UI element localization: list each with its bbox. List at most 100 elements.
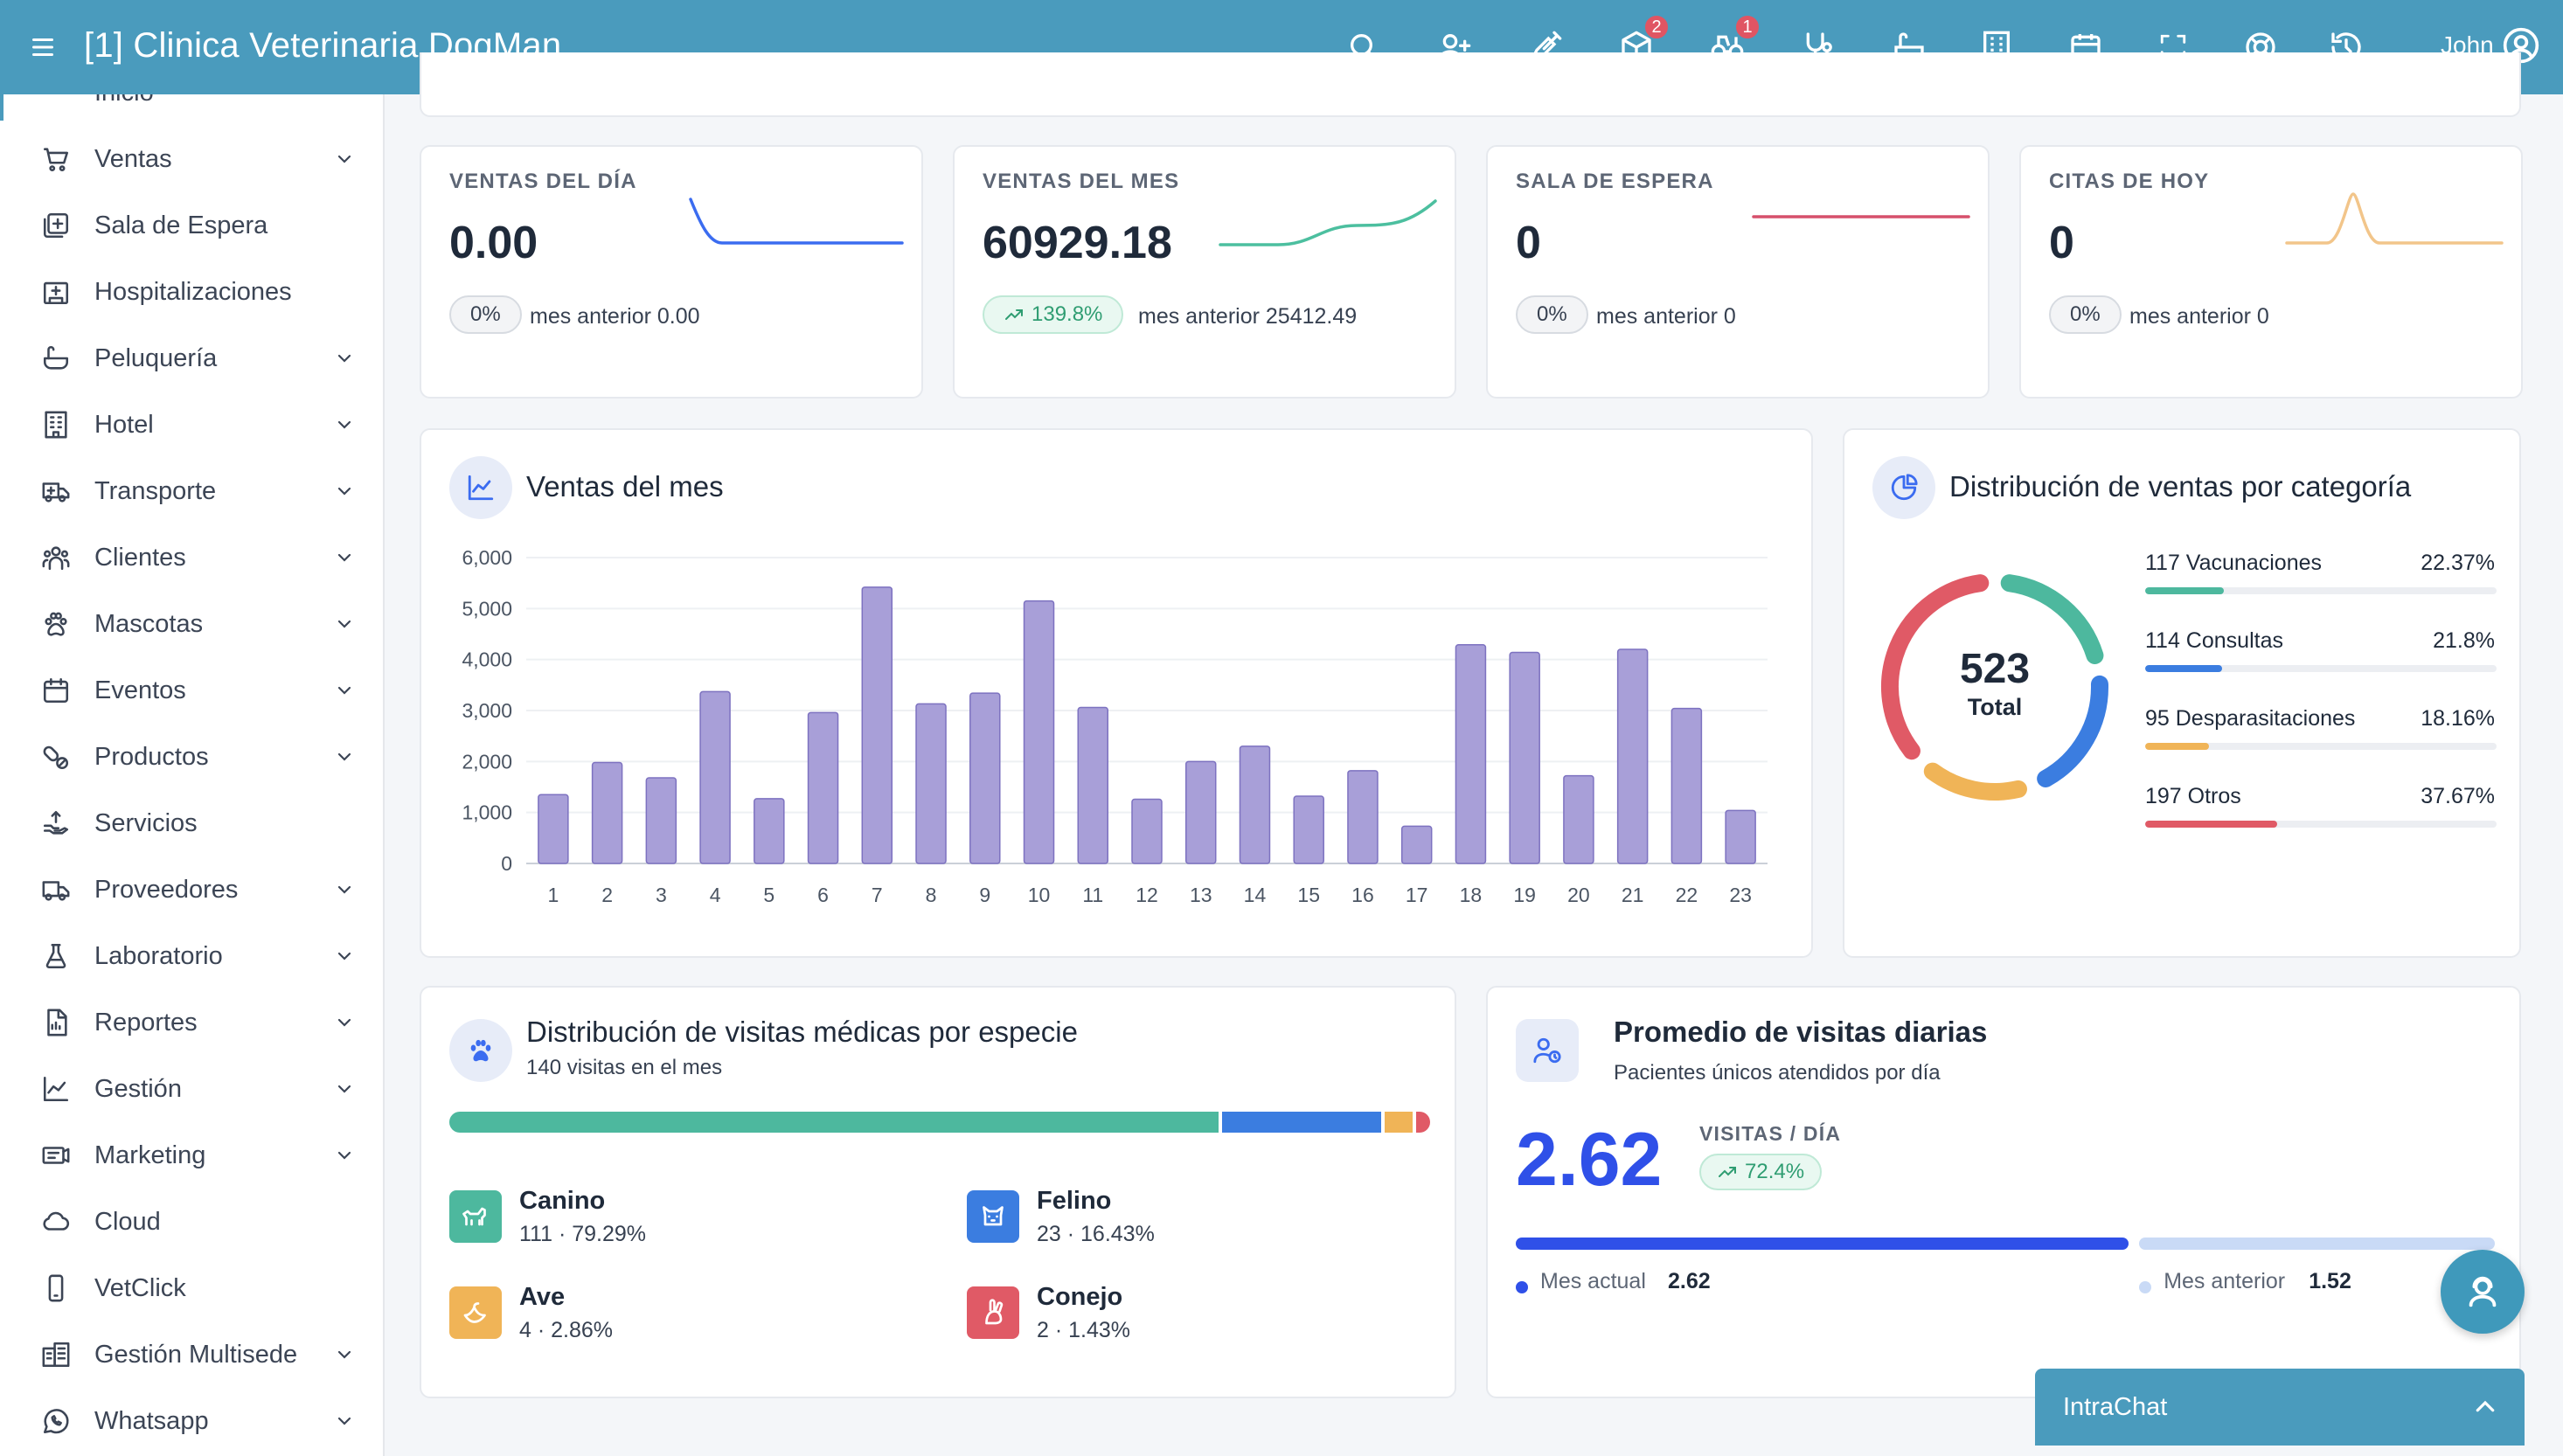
chevron-down-icon[interactable] bbox=[334, 614, 355, 634]
bar[interactable] bbox=[1184, 760, 1217, 864]
x-tick-label: 6 bbox=[817, 884, 829, 906]
bar[interactable] bbox=[915, 703, 947, 864]
bar[interactable] bbox=[1509, 651, 1540, 864]
sidebar-item-transporte[interactable]: Transporte bbox=[0, 465, 383, 517]
kpi-title: CITAS DE HOY bbox=[2049, 170, 2210, 193]
bar[interactable] bbox=[1563, 774, 1594, 864]
chevron-down-icon[interactable] bbox=[334, 1012, 355, 1033]
sidebar-item-marketing[interactable]: Marketing bbox=[0, 1129, 383, 1182]
bar[interactable] bbox=[1239, 745, 1271, 864]
bar[interactable] bbox=[1455, 644, 1487, 864]
category-label: 117 Vacunaciones bbox=[2145, 551, 2323, 575]
chevron-down-icon[interactable] bbox=[334, 481, 355, 502]
species-bar-segment[interactable] bbox=[1416, 1112, 1430, 1133]
transport-icon[interactable]: 1 bbox=[1706, 14, 1761, 68]
bar[interactable] bbox=[1131, 798, 1163, 864]
sidebar-item-cloud[interactable]: Cloud bbox=[0, 1196, 383, 1248]
sidebar-item-label: Peluquería bbox=[94, 343, 218, 372]
trend-up-icon bbox=[1005, 309, 1023, 320]
sidebar-item-label: Laboratorio bbox=[94, 941, 223, 970]
sidebar-item-productos[interactable]: Productos bbox=[0, 731, 383, 783]
sidebar-item-laboratorio[interactable]: Laboratorio bbox=[0, 930, 383, 982]
sidebar-item-peluqueria[interactable]: Peluquería bbox=[0, 332, 383, 385]
chart-line-icon bbox=[449, 456, 512, 519]
users-icon bbox=[38, 540, 73, 575]
sidebar-item-whatsapp[interactable]: Whatsapp bbox=[0, 1395, 383, 1447]
bar[interactable] bbox=[591, 761, 623, 864]
sidebar-item-hotel[interactable]: Hotel bbox=[0, 399, 383, 451]
chevron-down-icon[interactable] bbox=[334, 946, 355, 967]
chevron-down-icon[interactable] bbox=[334, 746, 355, 767]
species-subtitle: 140 visitas en el mes bbox=[526, 1056, 723, 1079]
intrachat-bar[interactable]: IntraChat bbox=[2035, 1369, 2525, 1446]
donut-segment[interactable] bbox=[2037, 675, 2108, 787]
species-bar-segment[interactable] bbox=[449, 1112, 1219, 1133]
syringe-icon[interactable] bbox=[1525, 26, 1566, 68]
hospital-icon bbox=[38, 274, 73, 309]
bar[interactable] bbox=[1347, 770, 1379, 864]
support-agent-button[interactable] bbox=[2441, 1250, 2525, 1334]
chevron-down-icon[interactable] bbox=[334, 414, 355, 435]
chevron-down-icon[interactable] bbox=[334, 1145, 355, 1166]
species-bar-segment[interactable] bbox=[1385, 1112, 1413, 1133]
species-distribution-card: Distribución de visitas médicas por espe… bbox=[420, 986, 1456, 1398]
bar[interactable] bbox=[1400, 825, 1433, 864]
donut-segment[interactable] bbox=[2000, 574, 2104, 664]
donut-segment[interactable] bbox=[1923, 762, 2027, 801]
sidebar-item-mascotas[interactable]: Mascotas bbox=[0, 598, 383, 650]
sidebar-item-gestion[interactable]: Gestión bbox=[0, 1063, 383, 1115]
chevron-down-icon[interactable] bbox=[334, 1078, 355, 1099]
sidebar-item-label: Proveedores bbox=[94, 875, 239, 904]
chevron-down-icon[interactable] bbox=[334, 348, 355, 369]
sidebar-item-reportes[interactable]: Reportes bbox=[0, 996, 383, 1049]
hamburger-menu-icon[interactable] bbox=[26, 30, 61, 65]
bar[interactable] bbox=[1293, 795, 1324, 864]
kpi-previous: mes anterior 25412.49 bbox=[1138, 304, 1358, 329]
bar[interactable] bbox=[1725, 809, 1756, 864]
sidebar-item-clientes[interactable]: Clientes bbox=[0, 531, 383, 584]
sidebar-item-servicios[interactable]: Servicios bbox=[0, 797, 383, 849]
chevron-down-icon[interactable] bbox=[334, 1344, 355, 1365]
sidebar: Inicio Ventas Sala de Espera Hospitalizaci… bbox=[0, 94, 385, 1456]
sidebar-item-vetclick[interactable]: VetClick bbox=[0, 1262, 383, 1314]
sidebar-active-indicator bbox=[0, 94, 3, 121]
chevron-down-icon[interactable] bbox=[334, 680, 355, 701]
sidebar-item-sala-de-espera[interactable]: Sala de Espera bbox=[0, 199, 383, 252]
bar[interactable] bbox=[807, 711, 839, 864]
chevron-down-icon[interactable] bbox=[334, 1411, 355, 1432]
sidebar-item-hospitalizaciones[interactable]: Hospitalizaciones bbox=[0, 266, 383, 318]
sidebar-item-eventos[interactable]: Eventos bbox=[0, 664, 383, 717]
chevron-up-icon[interactable] bbox=[2472, 1394, 2498, 1420]
donut-segment[interactable] bbox=[1881, 574, 1990, 760]
chevron-down-icon[interactable] bbox=[334, 547, 355, 568]
paw-icon bbox=[38, 607, 73, 641]
bar[interactable] bbox=[1077, 706, 1109, 864]
bar[interactable] bbox=[861, 586, 893, 864]
previous-month-label: Mes anterior bbox=[2164, 1269, 2286, 1293]
bar[interactable] bbox=[538, 794, 569, 864]
x-tick-label: 7 bbox=[872, 884, 883, 906]
bar[interactable] bbox=[969, 692, 1001, 864]
bar[interactable] bbox=[754, 798, 785, 864]
y-tick-label: 5,000 bbox=[462, 597, 512, 620]
species-name: Ave bbox=[519, 1283, 566, 1311]
bar[interactable] bbox=[699, 690, 731, 864]
sidebar-item-gestion-multisede[interactable]: Gestión Multisede bbox=[0, 1328, 383, 1381]
x-tick-label: 18 bbox=[1460, 884, 1483, 906]
chevron-down-icon[interactable] bbox=[334, 879, 355, 900]
species-count: 4 · 2.86% bbox=[519, 1318, 614, 1342]
bar[interactable] bbox=[1670, 707, 1703, 864]
bar[interactable] bbox=[1616, 648, 1649, 864]
category-percent: 22.37% bbox=[2421, 551, 2495, 575]
sidebar-item-label: Hotel bbox=[94, 410, 154, 439]
bar[interactable] bbox=[1023, 600, 1055, 864]
species-bar-segment[interactable] bbox=[1222, 1112, 1382, 1133]
x-tick-label: 1 bbox=[547, 884, 559, 906]
pills-icon bbox=[38, 739, 73, 774]
sidebar-item-proveedores[interactable]: Proveedores bbox=[0, 863, 383, 916]
fullscreen-icon[interactable] bbox=[2152, 26, 2194, 68]
sidebar-item-ventas[interactable]: Ventas bbox=[0, 133, 383, 185]
bar[interactable] bbox=[645, 777, 677, 864]
sidebar-item-inicio-partial[interactable]: Inicio bbox=[94, 94, 154, 107]
chevron-down-icon[interactable] bbox=[334, 149, 355, 170]
